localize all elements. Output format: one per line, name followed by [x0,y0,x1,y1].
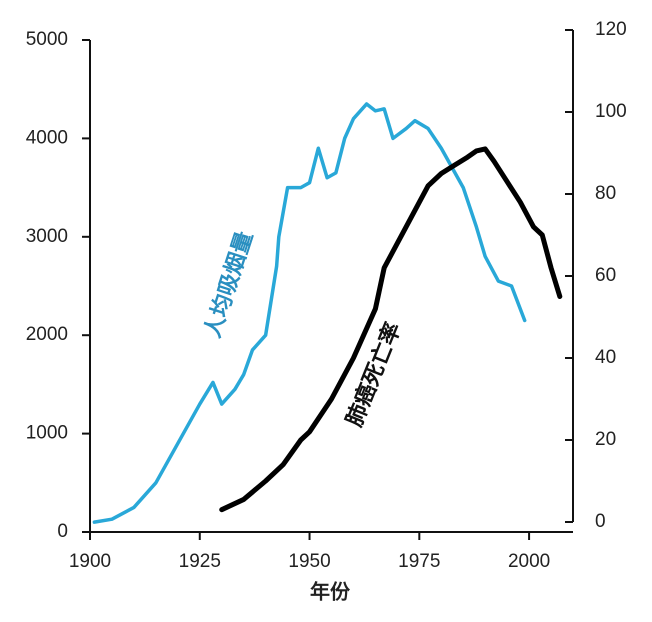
y-tick-label: 2000 [26,324,68,345]
x-tick-label: 1925 [179,551,221,572]
annotation: 肺癌死亡率 [341,319,405,430]
y2-tick-label: 80 [595,183,616,204]
x-tick-label: 1975 [398,551,440,572]
y-tick-label: 4000 [26,127,68,148]
y2-tick-label: 120 [595,19,627,40]
y-tick-label: 0 [57,521,68,542]
y2-tick-label: 0 [595,511,606,532]
x-axis-label: 年份 [310,579,351,603]
annotation: 人均吸烟量 [200,228,258,340]
y2-tick-label: 40 [595,347,616,368]
x-tick-label: 1900 [69,551,111,572]
data-line [219,146,563,513]
y2-tick-label: 100 [595,101,627,122]
y-tick-label: 3000 [26,226,68,247]
x-tick-label: 2000 [508,551,550,572]
y2-tick-label: 60 [595,265,616,286]
y-tick-label: 5000 [26,29,68,50]
y2-tick-label: 20 [595,429,616,450]
x-tick-label: 1950 [288,551,330,572]
data-line [92,102,527,524]
y-tick-label: 1000 [26,423,68,444]
